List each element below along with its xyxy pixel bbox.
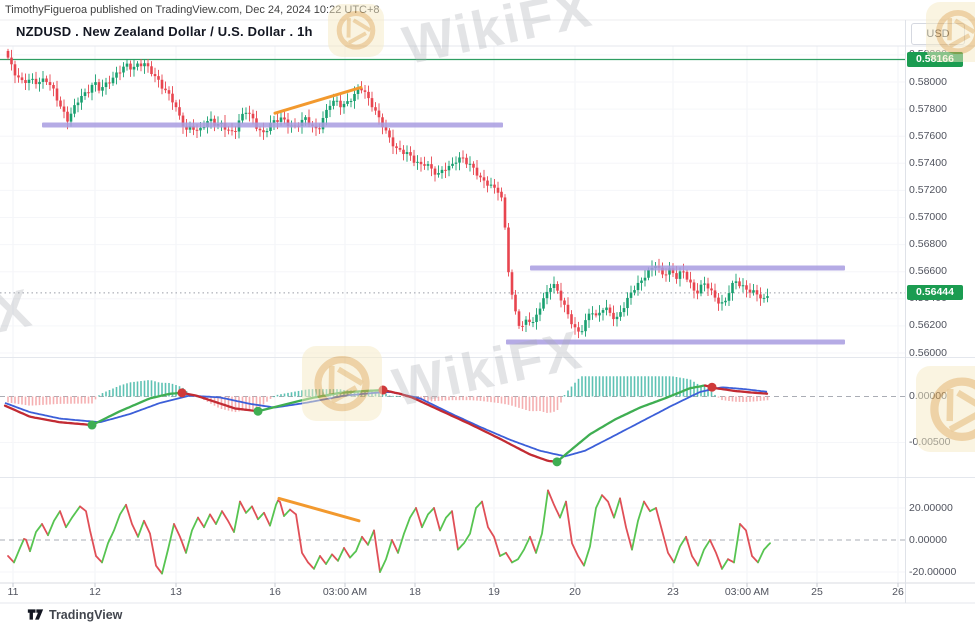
tradingview-icon [27, 609, 44, 620]
price-axis-label: 0.58000 [909, 75, 947, 88]
time-axis-label: 03:00 AM [322, 586, 368, 598]
tradingview-logo[interactable]: TradingView [27, 606, 122, 623]
price-axis-label: 0.56200 [909, 319, 947, 332]
attribution-text: TimothyFigueroa published on TradingView… [5, 4, 380, 16]
time-axis-label: 03:00 AM [724, 586, 770, 598]
price-axis-label: 0.57000 [909, 211, 947, 223]
time-axis-label: 23 [667, 586, 679, 598]
currency-toggle[interactable]: USD [911, 23, 965, 45]
chart-title: NZDUSD . New Zealand Dollar / U.S. Dolla… [16, 24, 313, 39]
macd-axis-label: 0.00000 [909, 390, 947, 402]
time-axis-label: 18 [409, 586, 421, 598]
time-axis-label: 13 [170, 586, 182, 598]
price-axis-label: 0.57600 [909, 129, 947, 142]
price-axis-label: 0.56600 [909, 265, 947, 278]
time-axis-label: 25 [811, 586, 823, 598]
osc-axis-label: -20.00000 [909, 565, 957, 578]
time-axis-label: 11 [7, 586, 19, 598]
price-axis-label: 0.57200 [909, 183, 947, 196]
time-axis-label: 19 [488, 586, 500, 598]
price-axis-label: 0.56000 [909, 346, 947, 359]
time-axis-label: 12 [89, 586, 101, 598]
tradingview-label: TradingView [49, 607, 123, 622]
time-axis-label: 20 [569, 586, 581, 598]
time-axis-label: 26 [892, 586, 904, 598]
last-price-badge: 0.56444 [907, 285, 963, 301]
osc-axis-label: 0.00000 [909, 533, 947, 546]
high-price-badge: 0.58166 [907, 52, 963, 67]
macd-axis-label: -0.00500 [909, 436, 951, 448]
price-axis-label: 0.57800 [909, 102, 947, 115]
osc-axis-label: 20.00000 [909, 501, 953, 514]
price-axis-label: 0.56800 [909, 238, 947, 251]
price-axis-label: 0.57400 [909, 156, 947, 169]
time-axis-label: 16 [269, 586, 281, 598]
